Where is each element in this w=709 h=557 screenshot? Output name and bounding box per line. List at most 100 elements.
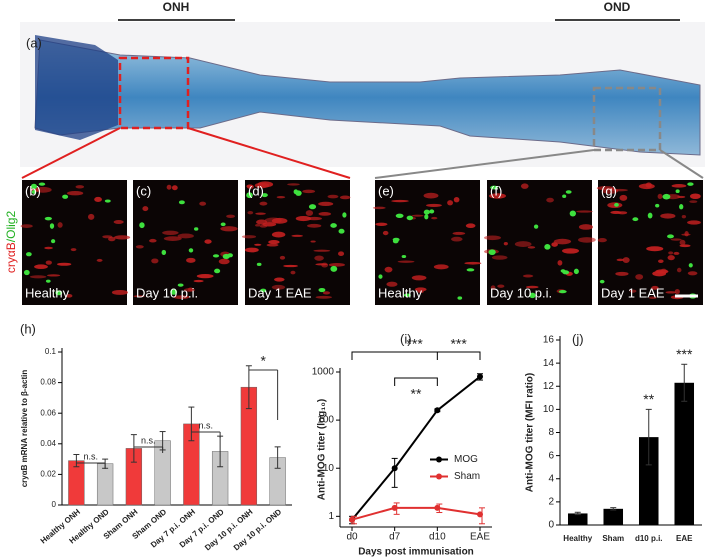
red-signal — [259, 201, 268, 206]
red-signal — [520, 183, 529, 189]
red-signal — [271, 284, 286, 290]
legend-marker — [436, 473, 442, 480]
zoom-line — [21, 127, 121, 179]
green-signal — [565, 190, 572, 194]
bar — [674, 382, 695, 525]
annotation: n.s. — [198, 420, 213, 430]
x-tick-label: d10 p.i. — [635, 534, 663, 543]
green-signal — [457, 296, 463, 300]
red-signal — [315, 263, 328, 266]
green-signal — [308, 204, 317, 210]
red-signal — [687, 271, 698, 276]
red-signal — [133, 295, 145, 298]
green-signal — [342, 212, 347, 218]
red-signal — [166, 184, 172, 190]
green-signal — [423, 209, 430, 215]
micrograph-caption: Day 1 EAE — [601, 285, 665, 300]
micrograph-label: (f) — [490, 183, 502, 198]
green-signal — [44, 216, 52, 221]
red-signal — [290, 270, 296, 275]
green-signal — [31, 190, 37, 194]
red-signal — [526, 285, 539, 289]
red-signal — [276, 195, 286, 199]
red-signal — [57, 262, 72, 266]
green-signal — [667, 234, 674, 239]
y-axis-label: Anti-MOG titer (log₁₀) — [317, 399, 328, 500]
red-signal — [391, 199, 409, 203]
red-signal — [619, 194, 628, 201]
zoom-line — [374, 149, 595, 179]
red-signal — [318, 212, 332, 216]
red-signal — [651, 285, 659, 290]
red-signal — [259, 224, 268, 228]
green-signal — [170, 289, 178, 295]
red-signal — [553, 238, 572, 245]
green-signal — [488, 249, 496, 256]
green-signal — [424, 214, 429, 220]
red-signal — [522, 274, 534, 278]
red-signal — [318, 201, 334, 207]
green-signal — [466, 268, 475, 272]
green-signal — [632, 217, 639, 222]
green-signal — [220, 222, 226, 227]
red-signal — [307, 223, 322, 228]
green-signal — [38, 182, 46, 186]
red-signal — [382, 230, 389, 236]
red-signal — [411, 214, 424, 217]
green-signal — [45, 279, 51, 283]
point — [349, 516, 355, 523]
panel-label: (a) — [26, 35, 42, 50]
y-axis-label: Anti-MOG titer (MFI ratio) — [525, 373, 536, 492]
red-signal — [384, 266, 393, 273]
red-signal — [186, 257, 196, 263]
charts: (h) 0 0.02 0.04 0.06 0.08 0.1 cryαB mRNA relati… — [20, 321, 702, 557]
green-signal — [560, 269, 566, 273]
green-signal — [227, 253, 233, 258]
red-signal — [397, 260, 415, 263]
green-signal — [395, 213, 404, 218]
red-signal — [490, 285, 496, 291]
bar — [68, 460, 85, 506]
red-signal — [246, 184, 254, 189]
red-signal — [578, 237, 596, 243]
micrograph-label: (e) — [378, 183, 394, 198]
green-signal — [529, 292, 536, 299]
red-signal — [163, 236, 182, 241]
red-signal — [689, 193, 701, 200]
red-signal — [254, 182, 270, 189]
red-signal — [491, 255, 508, 260]
y-tick-label: 10 — [323, 463, 335, 474]
x-tick-label: d7 — [389, 532, 401, 543]
panel-a: ONH OND (a) — [20, 0, 705, 179]
y-tick-label: 0.02 — [40, 470, 56, 479]
red-signal — [386, 281, 398, 287]
green-signal — [675, 189, 680, 194]
series-line — [351, 506, 481, 521]
bar — [96, 463, 114, 506]
green-signal — [569, 210, 577, 217]
y-axis-label: cryαB mRNA relative to β-actin — [20, 370, 29, 488]
sig-bracket — [351, 351, 481, 360]
red-signal — [338, 251, 345, 257]
micrograph-caption: Day 10 p.i. — [490, 285, 552, 300]
red-signal — [674, 288, 680, 295]
red-signal — [615, 271, 629, 276]
sig-bracket — [394, 377, 438, 386]
red-signal — [679, 244, 691, 248]
micrograph-label: (d) — [248, 183, 264, 198]
y-tick-label: 14 — [543, 358, 555, 369]
x-tick-label: Healthy — [563, 534, 592, 543]
red-signal — [113, 220, 124, 225]
green-signal — [178, 200, 185, 205]
point — [391, 465, 398, 472]
red-signal — [617, 211, 628, 215]
tissue-dark — [35, 35, 118, 140]
red-signal — [226, 214, 236, 218]
red-signal — [629, 289, 637, 293]
red-signal — [255, 223, 261, 227]
red-signal — [414, 287, 427, 292]
green-signal — [318, 287, 326, 293]
red-signal — [29, 275, 47, 279]
red-signal — [291, 234, 304, 237]
x-axis-label: Days post immunisation — [358, 547, 474, 557]
